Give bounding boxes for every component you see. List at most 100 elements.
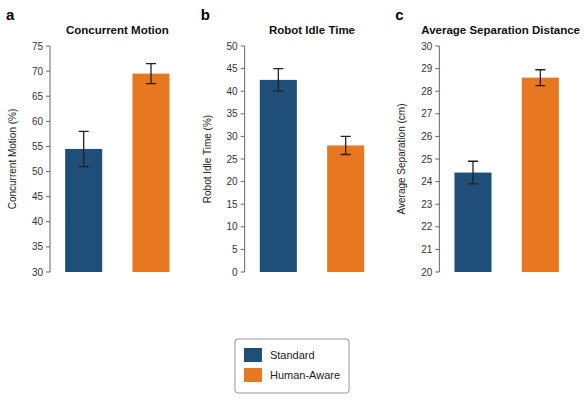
bar — [132, 74, 169, 272]
error-cap — [468, 161, 478, 162]
y-tick — [46, 196, 50, 197]
error-line — [540, 70, 541, 86]
title: Robot Idle Time — [269, 24, 355, 36]
error-line — [83, 131, 84, 166]
y-tick-label: 40 — [32, 216, 44, 227]
y-axis-label: Robot Idle Time (%) — [202, 115, 213, 203]
error-bar — [468, 161, 478, 184]
error-bar — [273, 69, 283, 92]
panel: 30354045505560657075Concurrent Motion (%… — [6, 6, 170, 278]
y-tick-label: 10 — [227, 221, 239, 232]
bar — [65, 149, 102, 272]
legend-box — [235, 339, 349, 393]
y-tick — [46, 146, 50, 147]
y-tick — [241, 204, 245, 205]
error-cap — [535, 85, 545, 86]
y-tick-label: 60 — [32, 116, 44, 127]
y-tick-label: 22 — [421, 221, 433, 232]
legend-label: Human-Aware — [270, 369, 340, 381]
marks — [454, 70, 558, 272]
y-tick-label: 5 — [232, 244, 238, 255]
y-tick-label: 21 — [421, 244, 433, 255]
legend-swatch — [244, 348, 262, 362]
y-tick-label: 30 — [421, 41, 433, 52]
y-axis-label: Concurrent Motion (%) — [7, 109, 18, 210]
y-tick — [241, 136, 245, 137]
y-tick — [241, 181, 245, 182]
y-tick-label: 30 — [227, 131, 239, 142]
y-tick-label: 35 — [32, 241, 44, 252]
y-tick-label: 28 — [421, 86, 433, 97]
y-tick — [435, 226, 439, 227]
error-cap — [79, 131, 89, 132]
y-tick-label: 50 — [227, 41, 239, 52]
marks — [260, 69, 364, 272]
y-tick-label: 70 — [32, 66, 44, 77]
y-tick — [435, 249, 439, 250]
y-tick-label: 55 — [32, 141, 44, 152]
title: Concurrent Motion — [66, 24, 169, 36]
error-cap — [341, 136, 351, 137]
error-bar — [535, 70, 545, 86]
panel: 0 5 10 15 20 25 30 35 40 45 50 Robot Idle Time (%) R… — [201, 6, 365, 278]
y-tick — [435, 159, 439, 160]
panel: 2021222324252627282930Average Separation… — [395, 6, 580, 278]
y-tick — [46, 171, 50, 172]
y-tick — [435, 136, 439, 137]
error-line — [278, 69, 279, 92]
y-tick — [435, 272, 439, 273]
y-tick — [46, 96, 50, 97]
error-cap — [79, 166, 89, 167]
error-cap — [341, 154, 351, 155]
y-tick-label: 40 — [227, 86, 239, 97]
y-tick-label: 45 — [227, 63, 239, 74]
y-tick-label: 15 — [227, 199, 239, 210]
y-tick-label: 65 — [32, 91, 44, 102]
marks — [65, 64, 169, 272]
legend-label: Standard — [270, 349, 315, 361]
y-tick — [241, 159, 245, 160]
y-tick — [241, 113, 245, 114]
y-axis-line — [50, 46, 51, 272]
y-tick-label: 26 — [421, 131, 433, 142]
y-tick — [46, 46, 50, 47]
y-tick — [46, 221, 50, 222]
y-tick-label: 25 — [421, 154, 433, 165]
legend: Standard Human-Aware — [235, 339, 349, 393]
error-bar — [146, 64, 156, 84]
panel-label: b — [201, 6, 210, 23]
y-tick-label: 0 — [232, 267, 238, 278]
legend-swatch — [244, 368, 262, 382]
y-tick-label: 25 — [227, 154, 239, 165]
bar — [327, 145, 364, 272]
y-tick-label: 23 — [421, 199, 433, 210]
bar — [522, 78, 559, 272]
error-cap — [146, 83, 156, 84]
y-tick — [241, 272, 245, 273]
y-tick-label: 35 — [227, 108, 239, 119]
error-cap — [146, 63, 156, 64]
y-tick-label: 29 — [421, 63, 433, 74]
title: Average Separation Distance — [421, 24, 580, 36]
y-axis-label: Average Separation (cm) — [396, 104, 407, 215]
y-tick-label: 50 — [32, 166, 44, 177]
panel-label: c — [395, 6, 403, 23]
y-tick — [241, 249, 245, 250]
y-tick — [435, 181, 439, 182]
y-tick — [435, 68, 439, 69]
y-tick-label: 30 — [32, 267, 44, 278]
error-line — [345, 136, 346, 154]
panel-label: a — [6, 6, 15, 23]
y-tick-label: 75 — [32, 41, 44, 52]
y-tick-label: 20 — [227, 176, 239, 187]
error-cap — [468, 183, 478, 184]
error-line — [150, 64, 151, 84]
y-tick — [241, 68, 245, 69]
error-bar — [79, 131, 89, 166]
y-tick — [46, 121, 50, 122]
bar — [454, 173, 491, 272]
y-tick — [241, 226, 245, 227]
y-tick-label: 24 — [421, 176, 433, 187]
y-tick — [241, 46, 245, 47]
error-cap — [273, 68, 283, 69]
